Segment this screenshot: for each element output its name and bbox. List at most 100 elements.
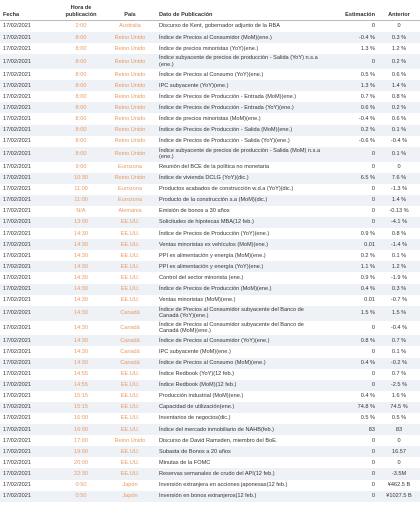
table-cell: 16:00 xyxy=(74,415,88,422)
table-cell: 19:00 xyxy=(58,446,104,458)
table-cell: Producto de la construcción s.a (MoM)(di… xyxy=(156,194,328,206)
table-cell: Ventas minoristas (MoM)(ene.) xyxy=(159,297,236,304)
table-cell: 17/02/2021 xyxy=(0,283,58,295)
table-cell: 0 xyxy=(328,379,378,391)
table-cell: 10:30 xyxy=(58,172,104,184)
table-cell: 14:30 xyxy=(74,324,88,331)
table-cell: 14:30 xyxy=(58,261,104,273)
table-cell: 0 xyxy=(328,146,378,162)
table-cell: 17/02/2021 xyxy=(3,115,31,122)
table-cell: 0 xyxy=(371,23,375,30)
table-cell: 7.6 % xyxy=(378,172,420,184)
table-cell: 1.3 % xyxy=(328,80,378,92)
table-cell: 2:00 xyxy=(75,23,87,30)
table-cell: 0.2 % xyxy=(328,124,378,136)
column-header: Fecha xyxy=(0,0,58,21)
table-cell: Índice de Precios de Producción (MoM)(en… xyxy=(156,283,328,295)
table-cell: 0.1 % xyxy=(391,348,407,355)
table-cell: 17/02/2021 xyxy=(3,459,31,466)
table-cell: PPI ex alimentación y energía (MoM)(ene.… xyxy=(159,252,266,259)
table-cell: -0.4 % xyxy=(328,32,378,44)
column-header: Dato de Publicación xyxy=(156,0,328,21)
table-cell: -0.2 % xyxy=(378,357,420,369)
table-cell: Eurozona xyxy=(118,163,142,170)
table-cell: EE.UU. xyxy=(120,459,140,466)
table-cell: 17/02/2021 xyxy=(0,124,58,136)
table-cell: 9:00 xyxy=(75,163,87,170)
table-cell: 17/02/2021 xyxy=(3,163,31,170)
table-cell: 17/02/2021 xyxy=(3,371,31,378)
table-cell: Reino Unido xyxy=(104,80,156,92)
table-cell: 17/02/2021 xyxy=(3,415,31,422)
column-header: País xyxy=(104,0,156,21)
table-cell: 1.4 % xyxy=(378,80,420,92)
table-cell: 0.01 xyxy=(328,239,378,251)
table-cell: 17:00 xyxy=(74,437,88,444)
table-cell: Japón xyxy=(122,482,138,488)
table-cell: EE.UU. xyxy=(104,424,156,436)
table-cell: 14:30 xyxy=(58,283,104,295)
table-row: 17/02/2021 14:30 EE.UU. PPI ex alimentación… xyxy=(0,250,420,261)
table-cell: 14:30 xyxy=(74,252,88,259)
table-row: 17/02/2021 14:30 Canadá Índice de Precios a… xyxy=(0,305,420,321)
table-cell: 17/02/2021 xyxy=(3,45,31,52)
table-cell: Canadá xyxy=(104,357,156,369)
table-cell: 1.1 % xyxy=(328,261,378,273)
table-cell: 8:00 xyxy=(58,102,104,114)
table-cell: 8:00 xyxy=(58,80,104,92)
table-cell: 14:30 xyxy=(74,274,88,281)
table-cell: PPI ex alimentación y energía (YoY)(ene.… xyxy=(156,261,328,273)
table-cell: Índice de precios minoristas (MoM)(ene.) xyxy=(159,115,261,122)
table-cell: 15:15 xyxy=(58,401,104,413)
table-cell: 17/02/2021 xyxy=(0,305,58,321)
table-cell: Índice de Precios al Consumidor subyacen… xyxy=(159,321,304,334)
table-cell: Capacidad de utilización(ene.) xyxy=(156,401,328,413)
table-cell: 17/02/2021 xyxy=(0,446,58,458)
table-cell: -1.4 % xyxy=(378,239,420,251)
table-cell: 17/02/2021 xyxy=(0,424,58,436)
table-cell: Reino Unido xyxy=(114,45,146,52)
table-cell: 17/02/2021 xyxy=(3,186,31,193)
table-cell: 0 xyxy=(328,490,378,502)
table-cell: 14:55 xyxy=(58,379,104,391)
table-cell: 17/02/2021 xyxy=(0,217,58,229)
table-cell: Índice de Precios de Producción - Salida… xyxy=(156,124,328,136)
table-row: 17/02/2021 16:00 EE.UU. Inventarios de nego… xyxy=(0,413,420,424)
table-row: 17/02/2021 14:55 EE.UU. Índice Redbook (MoM… xyxy=(0,379,420,391)
table-row: 17/02/2021 14:30 EE.UU. Índice de Precios d… xyxy=(0,228,420,239)
table-row: 17/02/2021 16:00 EE.UU. Índice del mercado … xyxy=(0,424,420,436)
table-cell: 0 xyxy=(371,324,375,331)
table-cell: Productos acabados de construcción w.d.a… xyxy=(159,186,294,193)
table-row: 17/02/2021 8:00 Reino Unido Índice de Preci… xyxy=(0,32,420,44)
table-cell: Índice Redbook (YoY)(12 feb.) xyxy=(159,371,235,378)
table-cell: 17/02/2021 xyxy=(3,252,31,259)
table-cell: 0.7 % xyxy=(391,371,407,378)
table-cell: 17/02/2021 xyxy=(3,230,31,237)
table-cell: Reino Unido xyxy=(104,32,156,44)
table-cell: 17/02/2021 xyxy=(3,482,31,488)
table-cell: 0.6 % xyxy=(391,71,407,78)
table-row: 17/02/2021 8:00 Reino Unido Índice de Preci… xyxy=(0,69,420,80)
table-cell: 17/02/2021 xyxy=(0,261,58,273)
table-cell: 0.8 % xyxy=(391,230,407,237)
table-cell: Japón xyxy=(104,490,156,502)
table-cell: 1.2 % xyxy=(378,261,420,273)
table-cell: Australia xyxy=(119,23,141,30)
table-cell: 0 xyxy=(397,437,401,444)
table-cell: 0 xyxy=(371,208,375,215)
table-cell: -1.9 % xyxy=(390,274,408,281)
table-cell: 0.7 % xyxy=(360,93,375,100)
table-cell: 15:15 xyxy=(74,393,88,400)
table-cell: Canadá xyxy=(120,324,140,331)
table-cell: IPC subyacente (YoY)(ene.) xyxy=(156,80,328,92)
table-cell: EE.UU. xyxy=(120,274,140,281)
table-cell: 17/02/2021 xyxy=(0,102,58,114)
table-cell: 0 xyxy=(397,23,401,30)
table-row: 17/02/2021 8:00 Reino Unido Índice de preci… xyxy=(0,113,420,124)
table-row: 17/02/2021 10:30 Reino Unido Índice de vivi… xyxy=(0,172,420,184)
table-cell: EE.UU. xyxy=(120,252,140,259)
column-header: Estimación xyxy=(328,0,378,21)
table-body: 17/02/2021 2:00 Australia Discurso de Kent,… xyxy=(0,21,420,502)
table-cell: 0.5 % xyxy=(360,71,375,78)
table-cell: Índice subyacente de precios de producci… xyxy=(156,54,328,70)
